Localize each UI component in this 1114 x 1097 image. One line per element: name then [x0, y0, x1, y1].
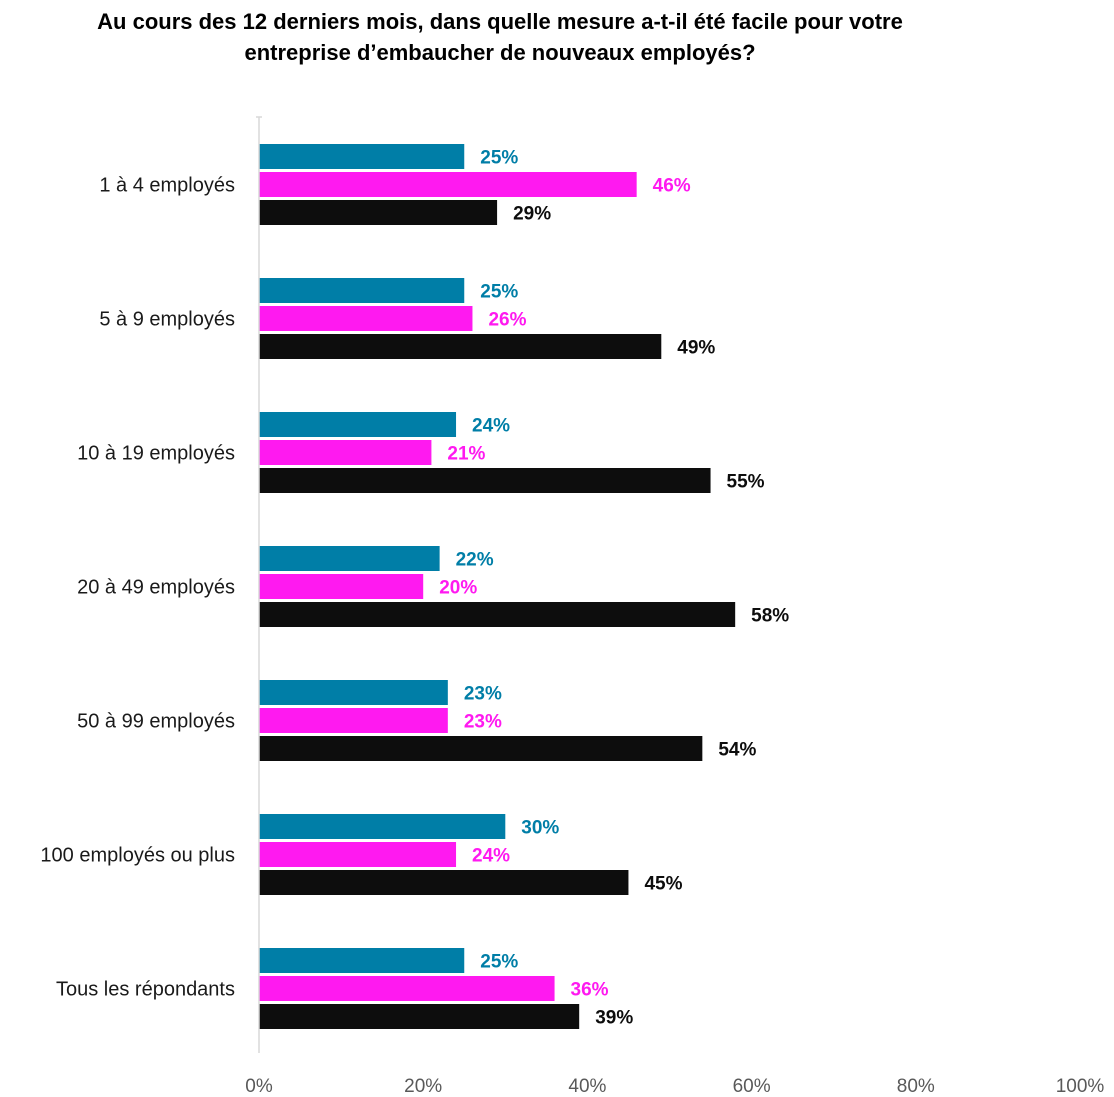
- data-label: 21%: [447, 444, 485, 465]
- bar: [259, 574, 424, 599]
- bar: [259, 1004, 580, 1029]
- x-tick-label: 60%: [733, 1076, 771, 1097]
- category-label: 5 à 9 employés: [99, 309, 235, 331]
- bar: [259, 306, 473, 331]
- data-label: 22%: [456, 550, 494, 571]
- data-label: 36%: [571, 980, 609, 1001]
- chart-title-line-1: Au cours des 12 derniers mois, dans quel…: [97, 9, 903, 34]
- bar: [259, 412, 457, 437]
- bar: [259, 948, 465, 973]
- bar: [259, 200, 498, 225]
- bar: [259, 278, 465, 303]
- data-label: 25%: [480, 952, 518, 973]
- data-label: 49%: [677, 338, 715, 359]
- bar: [259, 144, 465, 169]
- bar: [259, 468, 711, 493]
- data-label: 58%: [751, 606, 789, 627]
- bar: [259, 842, 457, 867]
- category-label: 1 à 4 employés: [99, 175, 235, 197]
- category-label: 20 à 49 employés: [77, 577, 235, 599]
- data-label: 26%: [488, 310, 526, 331]
- bar: [259, 870, 629, 895]
- data-label: 24%: [472, 846, 510, 867]
- bar: [259, 708, 448, 733]
- data-label: 54%: [718, 740, 756, 761]
- data-label: 23%: [464, 712, 502, 733]
- bar: [259, 736, 703, 761]
- x-tick-label: 40%: [568, 1076, 606, 1097]
- x-tick-label: 80%: [897, 1076, 935, 1097]
- data-label: 25%: [480, 282, 518, 303]
- bar: [259, 680, 448, 705]
- data-label: 46%: [653, 176, 691, 197]
- chart-title-line-2: entreprise d’embaucher de nouveaux emplo…: [244, 40, 756, 65]
- chart-title: Au cours des 12 derniers mois, dans quel…: [0, 6, 1000, 68]
- bar: [259, 440, 432, 465]
- bar: [259, 172, 637, 197]
- data-label: 30%: [521, 818, 559, 839]
- data-label: 39%: [595, 1008, 633, 1029]
- bar: [259, 814, 506, 839]
- data-label: 55%: [727, 472, 765, 493]
- category-label: 100 employés ou plus: [40, 845, 235, 867]
- x-tick-label: 20%: [404, 1076, 442, 1097]
- category-label: 50 à 99 employés: [77, 711, 235, 733]
- data-label: 29%: [513, 204, 551, 225]
- bar: [259, 602, 736, 627]
- x-tick-label: 100%: [1056, 1076, 1105, 1097]
- bar: [259, 334, 662, 359]
- data-label: 23%: [464, 684, 502, 705]
- data-label: 25%: [480, 148, 518, 169]
- data-label: 45%: [644, 874, 682, 895]
- data-label: 24%: [472, 416, 510, 437]
- data-label: 20%: [439, 578, 477, 599]
- labels-layer: 1 à 4 employés 25% 46% 29% 5 à 9 employés 25%…: [40, 148, 1104, 1097]
- x-tick-label: 0%: [245, 1076, 273, 1097]
- bar: [259, 976, 555, 1001]
- category-label: 10 à 19 employés: [77, 443, 235, 465]
- bar: [259, 546, 440, 571]
- category-label: Tous les répondants: [56, 979, 235, 1001]
- bars-layer: [259, 144, 736, 1029]
